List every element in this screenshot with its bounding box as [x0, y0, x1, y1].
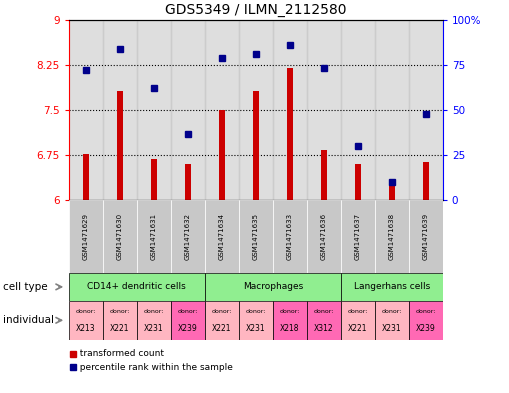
Bar	[171, 20, 205, 200]
Bar	[151, 159, 157, 200]
Text: GSM1471638: GSM1471638	[389, 213, 395, 260]
Bar	[239, 200, 273, 273]
Text: X231: X231	[144, 325, 163, 333]
Bar	[389, 182, 395, 200]
Bar	[341, 273, 443, 301]
Text: GSM1471630: GSM1471630	[117, 213, 123, 260]
Text: donor:: donor:	[245, 309, 266, 314]
Bar	[307, 200, 341, 273]
Text: GSM1471636: GSM1471636	[321, 213, 327, 260]
Text: X239: X239	[416, 325, 436, 333]
Text: donor:: donor:	[348, 309, 368, 314]
Text: donor:: donor:	[144, 309, 164, 314]
Text: CD14+ dendritic cells: CD14+ dendritic cells	[88, 283, 186, 291]
Bar	[171, 301, 205, 340]
Bar	[252, 91, 259, 200]
Bar	[273, 200, 307, 273]
Bar	[117, 91, 123, 200]
Bar	[409, 200, 443, 273]
Text: donor:: donor:	[416, 309, 436, 314]
Bar	[137, 20, 171, 200]
Bar	[69, 301, 103, 340]
Bar	[69, 20, 103, 200]
Text: individual: individual	[3, 315, 53, 325]
Text: Langerhans cells: Langerhans cells	[354, 283, 430, 291]
Bar	[273, 20, 307, 200]
Text: donor:: donor:	[382, 309, 402, 314]
Title: GDS5349 / ILMN_2112580: GDS5349 / ILMN_2112580	[165, 3, 347, 17]
Bar	[355, 164, 361, 200]
Text: transformed count: transformed count	[74, 349, 164, 358]
Bar	[239, 301, 273, 340]
Bar	[205, 200, 239, 273]
Bar	[82, 154, 89, 200]
Text: GSM1471633: GSM1471633	[287, 213, 293, 260]
Bar	[205, 301, 239, 340]
Bar	[341, 301, 375, 340]
Text: donor:: donor:	[314, 309, 334, 314]
Text: X231: X231	[246, 325, 266, 333]
Bar	[137, 200, 171, 273]
Text: donor:: donor:	[212, 309, 232, 314]
Bar	[375, 200, 409, 273]
Text: GSM1471632: GSM1471632	[185, 213, 191, 260]
Bar	[307, 20, 341, 200]
Bar	[69, 273, 205, 301]
Bar	[103, 301, 137, 340]
Bar	[409, 301, 443, 340]
Bar	[171, 200, 205, 273]
Text: X213: X213	[76, 325, 96, 333]
Text: X221: X221	[348, 325, 367, 333]
Text: X239: X239	[178, 325, 197, 333]
Text: GSM1471635: GSM1471635	[253, 213, 259, 260]
Text: percentile rank within the sample: percentile rank within the sample	[74, 363, 233, 372]
Bar	[103, 20, 137, 200]
Bar	[341, 200, 375, 273]
Bar	[321, 151, 327, 200]
Text: donor:: donor:	[279, 309, 300, 314]
Text: X221: X221	[110, 325, 129, 333]
Bar	[307, 301, 341, 340]
Bar	[205, 273, 341, 301]
Text: Macrophages: Macrophages	[243, 283, 303, 291]
Text: X231: X231	[382, 325, 402, 333]
Text: X312: X312	[314, 325, 333, 333]
Text: donor:: donor:	[178, 309, 198, 314]
Bar	[137, 301, 171, 340]
Bar	[69, 200, 103, 273]
Bar	[239, 20, 273, 200]
Bar	[205, 20, 239, 200]
Text: X221: X221	[212, 325, 232, 333]
Text: GSM1471631: GSM1471631	[151, 213, 157, 260]
Bar	[341, 20, 375, 200]
Text: GSM1471629: GSM1471629	[83, 213, 89, 260]
Text: GSM1471637: GSM1471637	[355, 213, 361, 260]
Bar	[409, 20, 443, 200]
Bar	[375, 301, 409, 340]
Bar	[273, 301, 307, 340]
Text: cell type: cell type	[3, 282, 47, 292]
Text: GSM1471634: GSM1471634	[219, 213, 225, 260]
Bar	[103, 200, 137, 273]
Text: X218: X218	[280, 325, 299, 333]
Bar	[287, 68, 293, 200]
Text: donor:: donor:	[75, 309, 96, 314]
Text: GSM1471639: GSM1471639	[423, 213, 429, 260]
Text: donor:: donor:	[109, 309, 130, 314]
Bar	[219, 110, 225, 200]
Bar	[185, 164, 191, 200]
Bar	[423, 162, 429, 200]
Bar	[375, 20, 409, 200]
